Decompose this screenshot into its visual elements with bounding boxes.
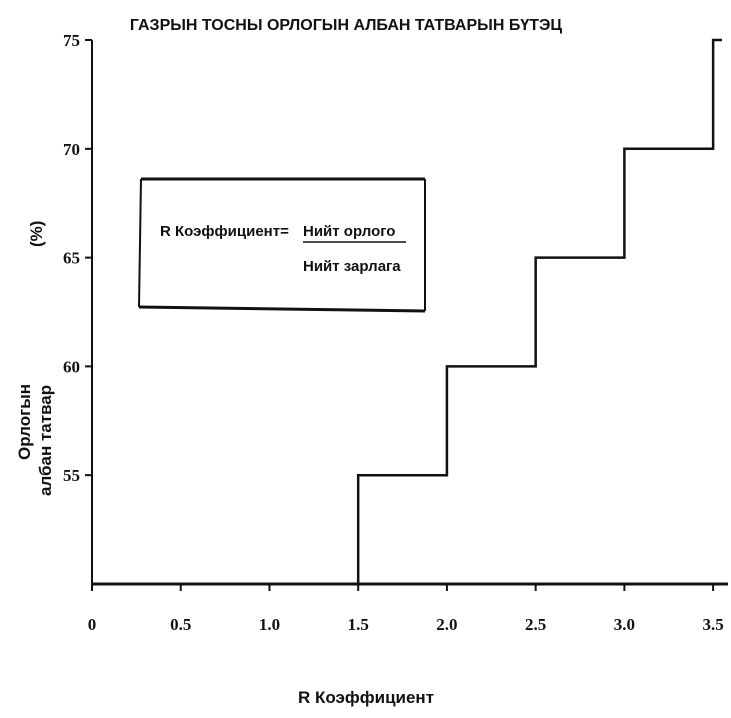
formula-box: R Коэффициент= Нийт орлого Нийт зарлага: [138, 177, 426, 313]
x-axis-ticks: 0 0.5 1.0 1.5 2.0 2.5 3.0 3.5: [88, 584, 724, 634]
series-step-line: [356, 38, 722, 584]
formula-left: R Коэффициент=: [160, 223, 289, 240]
y-axis-label-line2: албан татвар: [36, 385, 55, 496]
formula-numerator: Нийт орлого: [303, 223, 395, 240]
x-tick-label: 1.5: [348, 615, 369, 634]
formula-box-left: [138, 178, 142, 308]
y-axis-label-line1: Орлогын: [15, 384, 34, 460]
x-tick-label: 3.0: [614, 615, 635, 634]
x-tick-label: 1.0: [259, 615, 280, 634]
x-tick-label: 2.0: [436, 615, 457, 634]
x-axis-label: R Коэффициент: [298, 688, 434, 707]
y-tick-label: 75: [63, 31, 80, 50]
x-tick-label: 2.5: [525, 615, 546, 634]
formula-denominator: Нийт зарлага: [303, 258, 401, 275]
x-tick-label: 3.5: [703, 615, 724, 634]
y-tick-label: 70: [63, 140, 80, 159]
chart-title: ГАЗРЫН ТОСНЫ ОРЛОГЫН АЛБАН ТАТВАРЫН БҮТЭ…: [130, 17, 562, 34]
x-tick-label: 0: [88, 615, 97, 634]
y-axis-unit: (%): [27, 221, 46, 247]
y-axis-ticks: 55 60 65 70 75: [63, 31, 92, 485]
formula-box-bottom: [138, 305, 426, 313]
y-tick-label: 65: [63, 249, 80, 268]
y-tick-label: 60: [63, 357, 80, 376]
x-tick-label: 0.5: [170, 615, 191, 634]
y-tick-label: 55: [63, 466, 80, 485]
